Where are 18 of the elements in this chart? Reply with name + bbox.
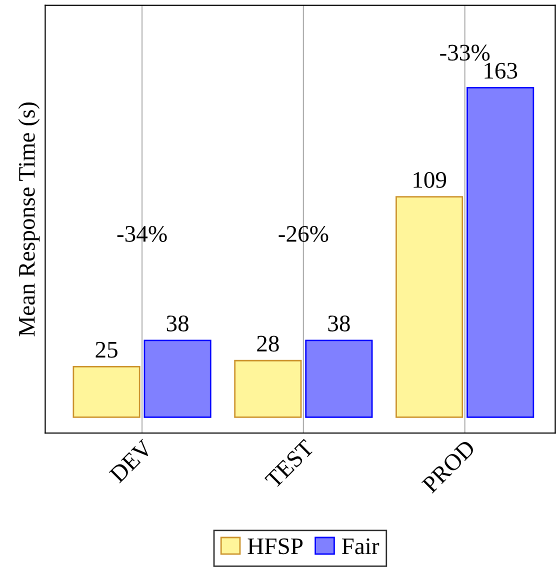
y-axis-title: Mean Response Time (s) xyxy=(18,102,40,336)
bar xyxy=(72,366,140,418)
data-label: 38 xyxy=(328,316,350,332)
data-label: 163 xyxy=(484,62,518,79)
text: -33% xyxy=(440,44,490,61)
bar xyxy=(305,340,373,418)
legend-label: Fair xyxy=(342,538,380,554)
annotation: -34% xyxy=(117,226,167,242)
bar xyxy=(466,86,534,418)
annotation: -26% xyxy=(278,226,328,242)
bar xyxy=(234,360,302,418)
legend-label: HFSP xyxy=(248,538,303,554)
data-label: 25 xyxy=(96,342,118,358)
data-label: 28 xyxy=(257,336,279,352)
bar xyxy=(396,196,464,418)
data-label: 38 xyxy=(166,316,188,332)
bar xyxy=(144,340,212,418)
data-label: 109 xyxy=(414,172,446,188)
